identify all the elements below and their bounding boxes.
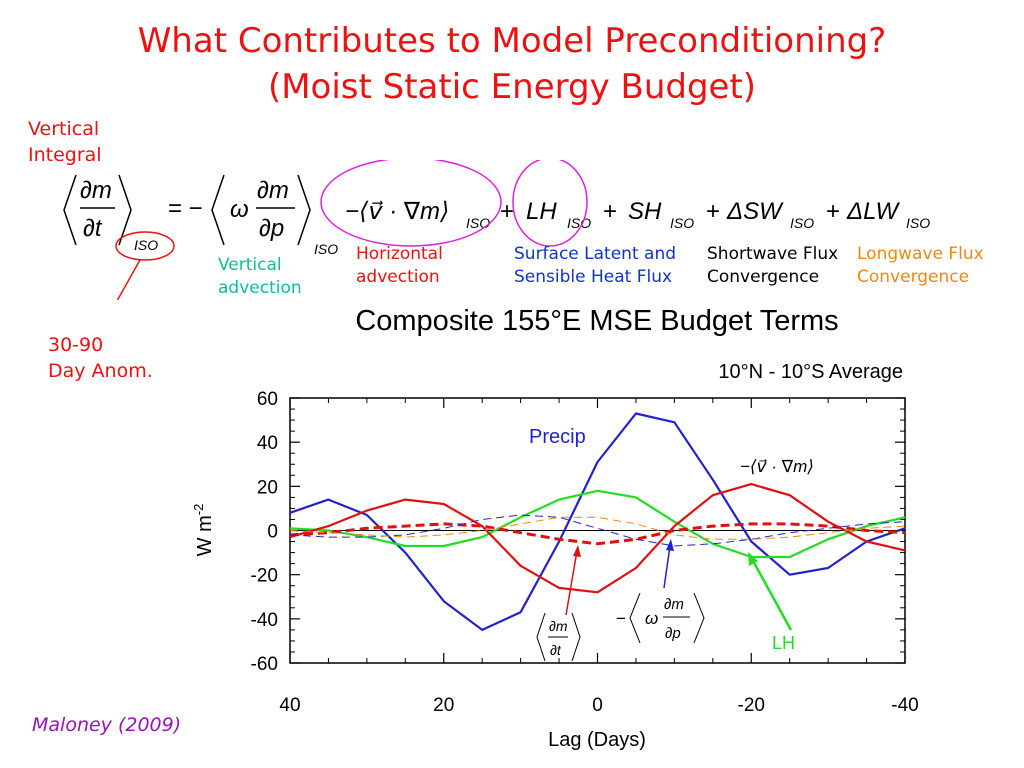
slide-title-line1: What Contributes to Model Preconditionin… <box>137 21 887 61</box>
mse-equation: ∂m ∂t ISO = − ω ∂m ∂p ISO −⟨v⃗ · ∇m⟩ ISO… <box>63 160 930 300</box>
vertical-integral-line2: Integral <box>28 143 102 166</box>
vertical-advection-line1: Vertical <box>218 255 282 275</box>
dsw-sub: ISO <box>790 215 814 231</box>
surface-flux-label: Surface Latent and Sensible Heat Flux <box>514 243 676 289</box>
chart-title: Composite 155°E MSE Budget Terms <box>355 305 838 337</box>
dmdt-arrowhead <box>573 545 581 557</box>
horizontal-advection-line1: Horizontal <box>356 244 443 264</box>
lh-annotation: LH <box>772 633 795 653</box>
series-line-3 <box>289 522 906 546</box>
y-axis-label: W m-2 <box>191 504 216 557</box>
lhs-sub: ISO <box>134 237 158 253</box>
y-tick-label: 20 <box>257 477 278 498</box>
surface-flux-line2: Sensible Heat Flux <box>514 266 673 287</box>
day-anom-line2: Day Anom. <box>48 359 153 382</box>
svg-text:ω: ω <box>645 609 658 628</box>
iso-highlight-circle <box>115 231 175 261</box>
svg-text:∂m: ∂m <box>549 618 568 634</box>
lh-highlight-circle <box>512 160 588 247</box>
svg-text:−: − <box>616 609 626 628</box>
day-anom-line1: 30-90 <box>48 334 104 356</box>
series-line-2 <box>289 483 906 594</box>
vert-dm: ∂m <box>257 177 289 204</box>
adv-highlight-circle <box>320 160 502 247</box>
day-anom-label: 30-90 Day Anom. <box>48 333 153 384</box>
omega-arrow <box>663 545 671 589</box>
y-tick-label: 60 <box>257 389 278 410</box>
y-tick-label: 40 <box>257 433 278 454</box>
plus-2: + <box>603 198 617 225</box>
lhs-dt: ∂t <box>83 215 103 242</box>
series-line-1 <box>289 489 906 559</box>
x-tick-label: 40 <box>279 695 300 716</box>
sh-sub: ISO <box>670 215 694 231</box>
lh-sub: ISO <box>567 215 591 231</box>
x-tick-label: -20 <box>738 695 765 716</box>
plus-4: + <box>826 198 840 225</box>
x-tick-label: 20 <box>433 695 454 716</box>
horizontal-advection-line2: advection <box>356 266 440 287</box>
y-tick-label: -60 <box>251 654 278 675</box>
dlw-sub: ISO <box>906 215 930 231</box>
adv-term: −⟨v⃗ · ∇m⟩ <box>345 198 449 225</box>
iso-pointer-line <box>116 259 141 300</box>
dmdt-arrow <box>565 550 578 616</box>
y-tick-label: 0 <box>267 522 278 543</box>
lh-term: LH <box>526 198 557 225</box>
omega-arrowhead <box>666 539 674 551</box>
lh-arrow <box>750 558 793 631</box>
shortwave-line1: Shortwave Flux <box>707 244 839 264</box>
longwave-label: Longwave Flux Convergence <box>857 243 984 289</box>
slide-title-line2: (Moist Static Energy Budget) <box>267 67 757 107</box>
svg-text:∂m: ∂m <box>664 596 684 613</box>
sh-term: SH <box>628 198 662 225</box>
omega-symbol: ω <box>230 196 249 223</box>
plus-1: + <box>500 198 514 225</box>
longwave-line1: Longwave Flux <box>857 244 984 264</box>
plus-3: + <box>706 198 720 225</box>
chart-subtitle: 10°N - 10°S Average <box>718 361 903 383</box>
x-axis-label: Lag (Days) <box>548 729 646 751</box>
longwave-line2: Convergence <box>857 266 970 287</box>
y-tick-label: -40 <box>251 610 278 631</box>
series-line-0 <box>289 412 906 632</box>
lhs-dm: ∂m <box>80 177 112 204</box>
vertical-advection-line2: advection <box>218 277 302 298</box>
vertical-advection-label: Vertical advection <box>218 254 302 300</box>
equals-sign: = − <box>168 195 203 222</box>
lh-arrowhead <box>748 552 758 566</box>
x-tick-label: 0 <box>592 695 603 716</box>
precip-annotation: Precip <box>529 426 586 448</box>
dsw-term: ΔSW <box>726 198 784 225</box>
horizontal-advection-label: Horizontal advection <box>356 243 443 289</box>
vert-sub: ISO <box>314 241 338 257</box>
omega-annotation: − ω ∂m ∂p <box>616 592 705 644</box>
surface-flux-line1: Surface Latent and <box>514 244 677 264</box>
vertical-integral-label: Vertical Integral <box>28 117 102 168</box>
dmdt-annotation: ∂m ∂t <box>536 612 581 662</box>
vertical-integral-line1: Vertical <box>28 118 100 140</box>
shortwave-line2: Convergence <box>707 266 820 287</box>
adv-annotation: −⟨v⃗ · ∇m⟩ <box>740 457 814 476</box>
shortwave-label: Shortwave Flux Convergence <box>707 243 838 289</box>
y-tick-label: -20 <box>251 566 278 587</box>
citation: Maloney (2009) <box>32 714 182 736</box>
vert-dp: ∂p <box>259 215 284 242</box>
dlw-term: ΔLW <box>846 198 901 225</box>
svg-text:∂p: ∂p <box>665 625 681 642</box>
svg-text:∂t: ∂t <box>550 642 562 658</box>
x-tick-label: -40 <box>891 695 918 716</box>
